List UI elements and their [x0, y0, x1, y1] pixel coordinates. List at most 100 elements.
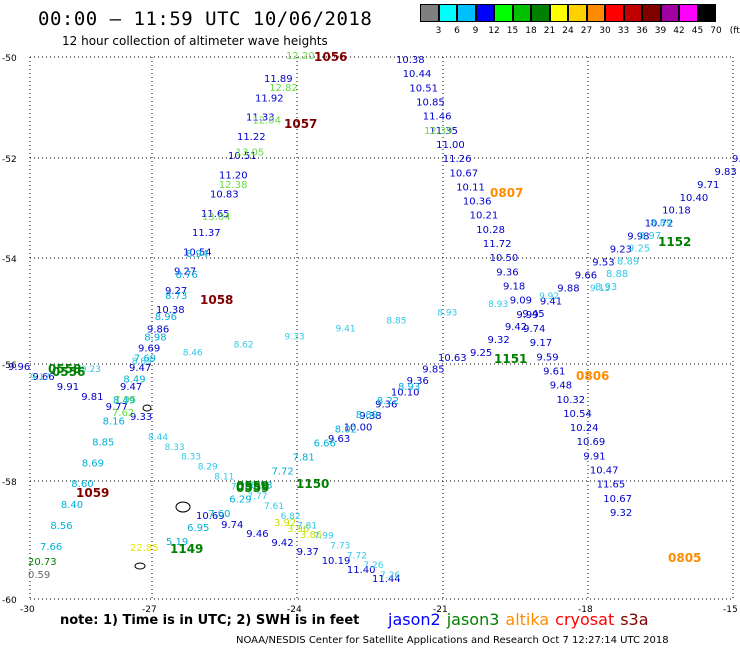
- swh-value-jason2: 9.98: [627, 232, 649, 243]
- swh-value-jason2: 11.92: [255, 93, 284, 104]
- swh-value-jason2: 9.36: [407, 376, 429, 387]
- colorbar-swatch: [660, 4, 679, 22]
- swh-value-cyan: 7.26: [363, 561, 383, 571]
- swh-value-jason2: 9.63: [328, 434, 350, 445]
- swh-value-cyan: 8.94: [186, 249, 208, 260]
- swh-value-cyan: 8.29: [198, 463, 218, 473]
- swh-value-cyan: 7.72: [347, 551, 367, 561]
- swh-value-cyan: 9.41: [336, 325, 356, 335]
- swh-value-cyan: 9.23: [81, 365, 101, 375]
- swh-value-jason2: 9.38: [359, 411, 381, 422]
- swh-value-cyan: 5.19: [166, 537, 188, 548]
- swh-value-jason2: 10.21: [470, 211, 499, 222]
- colorbar-label: 15: [506, 26, 519, 36]
- swh-value-jason2: 11.72: [483, 239, 512, 250]
- swh-value-jason2: 9.47: [129, 363, 151, 374]
- swh-value-cyan: 7.61: [264, 502, 284, 512]
- swh-value-cyan: 9.33: [285, 333, 305, 343]
- swh-value-cyan: 8.98: [144, 333, 166, 344]
- lat-label: -54: [2, 255, 17, 265]
- legend-jason2: jason2: [388, 610, 441, 629]
- swh-value-cyan: 8.85: [92, 437, 114, 448]
- swh-value-cyan: 9.17: [30, 373, 50, 383]
- colorbar-swatch: [679, 4, 698, 22]
- swh-value-jason3: 12.82: [269, 83, 298, 94]
- swh-value-cyan: 8.44: [148, 433, 168, 443]
- colorbar-swatch: [549, 4, 568, 22]
- swh-value-cyan: 8.73: [165, 291, 187, 302]
- swh-value-jason3: 7.95: [114, 395, 136, 406]
- swh-value-jason2: 9.36: [375, 399, 397, 410]
- swh-value-cyan: 8.11: [214, 472, 234, 482]
- colorbar-label: 24: [562, 26, 574, 36]
- swh-value-jason2: 10.40: [680, 193, 709, 204]
- swh-value-jason2: 10.00: [344, 422, 373, 433]
- satellite-legend: jason2 jason3 altika cryosat s3a: [388, 610, 655, 629]
- swh-value-jason2: 9.66: [575, 270, 597, 281]
- swh-value-jason2: 10.69: [196, 511, 225, 522]
- swh-value-cyan: 8.93: [488, 300, 508, 310]
- swh-value-jason2: 9.91: [583, 451, 605, 462]
- colorbar-label: 21: [543, 26, 556, 36]
- swh-value-jason2: 9.27: [174, 267, 196, 278]
- swh-value-misc: 20.73: [28, 557, 57, 568]
- swh-value-cyan: 7.77: [247, 492, 267, 502]
- colorbar-swatch: [642, 4, 661, 22]
- swh-value-jason2: 11.37: [192, 228, 221, 239]
- swh-value-jason2: 11.33: [246, 113, 275, 124]
- swh-value-jason2: 9.36: [496, 267, 518, 278]
- swh-value-cyan: 6.95: [187, 523, 209, 534]
- swh-value-jason2: 10.63: [438, 353, 467, 364]
- pass-time-altika: 0805: [668, 551, 701, 565]
- colorbar-swatch: [457, 4, 476, 22]
- swh-value-jason2: 10.54: [563, 409, 592, 420]
- swh-value-jason2: 10.83: [210, 190, 239, 201]
- swh-value-jason2: 11.65: [597, 480, 626, 491]
- swh-value-jason3: 12.20: [286, 51, 315, 62]
- island-outline: [142, 404, 152, 412]
- colorbar-label: 36: [636, 26, 648, 36]
- swh-value-jason2: 11.46: [423, 112, 452, 123]
- lat-label: -50: [2, 54, 17, 64]
- pass-time-s3a: 1059: [76, 486, 109, 500]
- island-outline: [175, 501, 191, 513]
- colorbar-swatch: [494, 4, 513, 22]
- swh-value-jason2: 10.72: [645, 219, 674, 230]
- swh-value-cyan: 9.92: [539, 292, 559, 302]
- swh-value-jason2: 9.74: [221, 520, 243, 531]
- swh-value-cyan: 8.56: [50, 521, 72, 532]
- swh-value-jason3: 3.96: [287, 524, 309, 535]
- swh-value-jason2: 11.26: [443, 154, 472, 165]
- pass-time-jason3: 1151: [494, 352, 527, 366]
- swh-value-cyan: 7.60: [208, 509, 230, 520]
- swh-value-cyan: 7.81: [297, 522, 317, 532]
- island-outline: [134, 562, 146, 570]
- pass-time-jason3: 0559: [236, 479, 269, 493]
- swh-value-jason2: 9.91: [57, 382, 79, 393]
- colorbar-swatch: [586, 4, 605, 22]
- swh-value-jason2: 10.28: [476, 225, 505, 236]
- colorbar-label: 18: [525, 26, 537, 36]
- swh-value-cyan: 8.89: [356, 410, 378, 421]
- colorbar-swatch: [568, 4, 587, 22]
- colorbar-label: 42: [673, 26, 685, 36]
- swh-value-jason3: 7.62: [112, 408, 134, 419]
- page-title: 00:00 – 11:59 UTC 10/06/2018: [38, 8, 373, 30]
- swh-value-cyan: 8.89: [650, 218, 672, 229]
- swh-value-jason2: 11.20: [219, 170, 248, 181]
- pass-time-s3a: 1056: [314, 50, 347, 64]
- colorbar-swatch: [420, 4, 439, 22]
- swh-value-jason2: 9.86: [147, 324, 169, 335]
- lon-label: -15: [723, 605, 738, 615]
- swh-value-jason2: 9.42: [505, 322, 527, 333]
- swh-value-jason2: 11.22: [237, 132, 266, 143]
- colorbar-label: 27: [580, 26, 593, 36]
- swh-value-cyan: 8.49: [123, 375, 145, 386]
- swh-value-jason2: 9.25: [470, 348, 492, 359]
- pass-time-s3a: 1058: [200, 293, 233, 307]
- pass-time-s3a: 1057: [284, 117, 317, 131]
- colorbar-swatch: [531, 4, 550, 22]
- lon-label: -24: [287, 605, 302, 615]
- swh-value-jason2: 9.53: [592, 258, 614, 269]
